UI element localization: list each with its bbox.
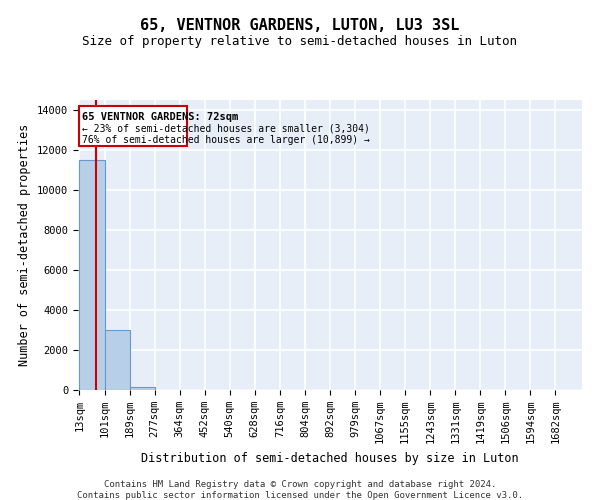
Bar: [130, 387, 155, 390]
Text: Contains HM Land Registry data © Crown copyright and database right 2024.: Contains HM Land Registry data © Crown c…: [104, 480, 496, 489]
FancyBboxPatch shape: [79, 106, 187, 146]
Text: Contains public sector information licensed under the Open Government Licence v3: Contains public sector information licen…: [77, 491, 523, 500]
Bar: [79, 160, 104, 390]
Text: Size of property relative to semi-detached houses in Luton: Size of property relative to semi-detach…: [83, 35, 517, 48]
Text: ← 23% of semi-detached houses are smaller (3,304): ← 23% of semi-detached houses are smalle…: [82, 124, 370, 134]
Text: 65 VENTNOR GARDENS: 72sqm: 65 VENTNOR GARDENS: 72sqm: [82, 112, 238, 122]
Y-axis label: Number of semi-detached properties: Number of semi-detached properties: [19, 124, 31, 366]
Text: 76% of semi-detached houses are larger (10,899) →: 76% of semi-detached houses are larger (…: [82, 135, 370, 145]
X-axis label: Distribution of semi-detached houses by size in Luton: Distribution of semi-detached houses by …: [141, 452, 519, 465]
Text: 65, VENTNOR GARDENS, LUTON, LU3 3SL: 65, VENTNOR GARDENS, LUTON, LU3 3SL: [140, 18, 460, 32]
Bar: [104, 330, 130, 390]
